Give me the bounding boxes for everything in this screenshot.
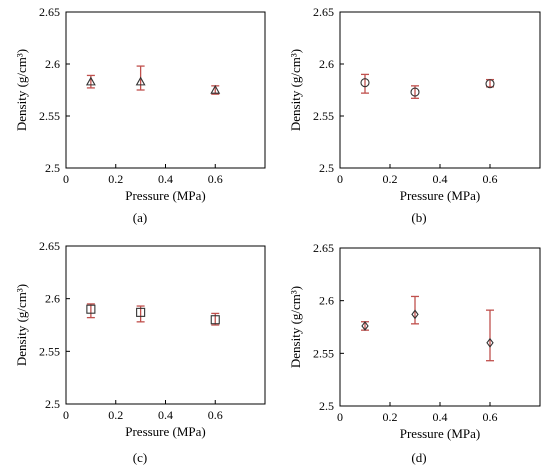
y-tick-label: 2.5 [319, 399, 334, 413]
data-point [135, 76, 146, 86]
x-axis-title: Pressure (MPa) [125, 424, 206, 439]
y-tick-label: 2.6 [45, 292, 60, 306]
y-axis-title: Density (g/cm³) [14, 284, 29, 366]
panel-label: (d) [411, 450, 426, 465]
x-tick-label: 0.6 [208, 172, 223, 186]
data-point [136, 307, 146, 317]
y-tick-label: 2.6 [45, 57, 60, 71]
y-tick-label: 2.6 [319, 57, 334, 71]
x-axis-title: Pressure (MPa) [400, 426, 481, 441]
y-tick-label: 2.5 [45, 397, 60, 411]
plot-frame [339, 247, 541, 407]
plot-frame [65, 11, 266, 169]
data-point [361, 321, 369, 331]
data-point [411, 309, 419, 320]
data-point [210, 84, 221, 94]
x-tick-label: 0.2 [383, 410, 398, 424]
data-point [85, 76, 96, 86]
y-axis-title: Density (g/cm³) [288, 49, 303, 131]
y-axis-title: Density (g/cm³) [14, 49, 29, 131]
panel-label: (c) [133, 450, 147, 465]
data-point [485, 79, 495, 89]
y-tick-label: 2.5 [45, 161, 60, 175]
data-point [486, 337, 494, 348]
x-tick-label: 0 [63, 172, 69, 186]
y-tick-label: 2.65 [313, 241, 334, 255]
x-axis-title: Pressure (MPa) [125, 188, 206, 203]
x-tick-label: 0.2 [108, 408, 123, 422]
x-tick-label: 0.4 [158, 408, 173, 422]
x-tick-label: 0.6 [483, 410, 498, 424]
y-tick-label: 2.65 [39, 5, 60, 19]
x-tick-label: 0 [337, 410, 343, 424]
y-tick-label: 2.55 [313, 109, 334, 123]
x-tick-label: 0.6 [483, 172, 498, 186]
data-point [210, 315, 220, 325]
plot-frame [65, 245, 266, 405]
data-point [86, 304, 96, 314]
panel-label: (b) [411, 210, 426, 225]
y-tick-label: 2.55 [39, 109, 60, 123]
x-tick-label: 0.4 [158, 172, 173, 186]
y-tick-label: 2.65 [39, 239, 60, 253]
plot-frame [339, 11, 541, 169]
data-point [360, 78, 370, 88]
data-point [410, 87, 420, 97]
x-tick-label: 0 [63, 408, 69, 422]
y-axis-title: Density (g/cm³) [288, 286, 303, 368]
y-tick-label: 2.65 [313, 5, 334, 19]
x-tick-label: 0.2 [383, 172, 398, 186]
x-tick-label: 0.4 [433, 172, 448, 186]
y-tick-label: 2.5 [319, 161, 334, 175]
y-tick-label: 2.55 [313, 346, 334, 360]
x-tick-label: 0.6 [208, 408, 223, 422]
y-tick-label: 2.55 [39, 344, 60, 358]
panel-label: (a) [133, 210, 147, 225]
x-tick-label: 0.2 [108, 172, 123, 186]
y-tick-label: 2.6 [319, 294, 334, 308]
x-tick-label: 0 [337, 172, 343, 186]
x-axis-title: Pressure (MPa) [400, 188, 481, 203]
x-tick-label: 0.4 [433, 410, 448, 424]
